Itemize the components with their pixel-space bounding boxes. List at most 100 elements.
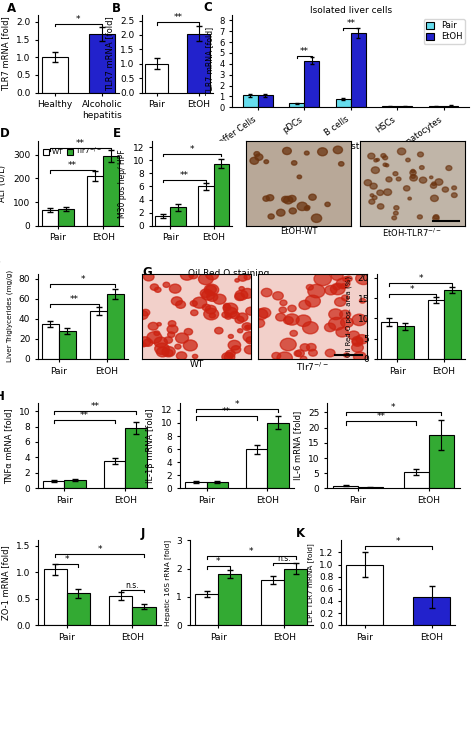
Circle shape xyxy=(207,293,218,301)
Circle shape xyxy=(435,179,443,185)
Circle shape xyxy=(279,307,286,313)
Circle shape xyxy=(172,297,182,306)
Circle shape xyxy=(176,352,187,360)
Bar xyxy=(64,480,86,488)
Circle shape xyxy=(383,189,392,195)
Bar xyxy=(429,435,454,488)
Circle shape xyxy=(165,350,173,356)
Bar xyxy=(42,57,68,92)
Y-axis label: TLR7 mRNA [fold]: TLR7 mRNA [fold] xyxy=(1,16,10,91)
Bar xyxy=(171,207,185,226)
Circle shape xyxy=(305,206,310,209)
Circle shape xyxy=(330,283,345,295)
Bar xyxy=(358,487,383,488)
Circle shape xyxy=(419,177,427,184)
Circle shape xyxy=(333,146,343,154)
Circle shape xyxy=(272,352,281,360)
Circle shape xyxy=(411,169,415,172)
Circle shape xyxy=(335,297,346,306)
Bar xyxy=(218,574,241,625)
Circle shape xyxy=(273,292,283,300)
Circle shape xyxy=(250,157,258,164)
Circle shape xyxy=(239,286,245,291)
Circle shape xyxy=(370,194,374,197)
Circle shape xyxy=(306,285,313,290)
Circle shape xyxy=(348,331,359,340)
Circle shape xyxy=(406,158,410,162)
Bar xyxy=(381,323,397,359)
Circle shape xyxy=(304,206,310,211)
Circle shape xyxy=(225,307,237,317)
Circle shape xyxy=(307,343,316,351)
Circle shape xyxy=(191,310,198,315)
Circle shape xyxy=(204,284,219,295)
Circle shape xyxy=(336,327,348,337)
Text: n.s.: n.s. xyxy=(277,554,291,563)
Circle shape xyxy=(305,295,320,307)
Circle shape xyxy=(377,204,384,209)
Circle shape xyxy=(156,347,169,357)
Bar xyxy=(87,176,103,226)
Circle shape xyxy=(237,329,243,333)
Circle shape xyxy=(385,164,389,166)
Circle shape xyxy=(340,310,351,319)
Circle shape xyxy=(290,331,297,336)
Circle shape xyxy=(213,295,226,304)
Circle shape xyxy=(372,195,377,200)
Circle shape xyxy=(451,193,457,198)
Circle shape xyxy=(410,175,418,181)
Legend: WT, Tlr7$^{-/-}$: WT, Tlr7$^{-/-}$ xyxy=(42,144,103,158)
X-axis label: WT: WT xyxy=(190,360,204,369)
Circle shape xyxy=(386,177,392,182)
Text: **: ** xyxy=(222,408,231,417)
Circle shape xyxy=(266,195,274,201)
Circle shape xyxy=(276,209,285,216)
Circle shape xyxy=(376,158,379,161)
Circle shape xyxy=(244,275,250,280)
Circle shape xyxy=(352,338,363,346)
Circle shape xyxy=(235,293,245,300)
Bar xyxy=(58,209,74,226)
Bar xyxy=(243,95,258,107)
Circle shape xyxy=(268,214,274,219)
Circle shape xyxy=(292,161,297,165)
Circle shape xyxy=(184,329,192,335)
Bar xyxy=(125,428,146,488)
Circle shape xyxy=(294,351,301,357)
Circle shape xyxy=(154,337,167,348)
Y-axis label: TLR7 mRNA [fold]: TLR7 mRNA [fold] xyxy=(106,16,115,91)
Circle shape xyxy=(309,349,317,356)
Circle shape xyxy=(280,338,296,351)
Circle shape xyxy=(419,166,424,169)
Text: *: * xyxy=(216,557,220,566)
Circle shape xyxy=(144,339,153,346)
Circle shape xyxy=(446,166,452,170)
Bar xyxy=(413,596,450,625)
Circle shape xyxy=(228,334,233,338)
Circle shape xyxy=(137,311,148,320)
Y-axis label: Hepatic 16S rRNA [fold]: Hepatic 16S rRNA [fold] xyxy=(164,539,171,626)
Circle shape xyxy=(383,163,387,167)
Circle shape xyxy=(369,199,375,204)
Circle shape xyxy=(418,152,423,157)
Circle shape xyxy=(264,160,269,164)
Circle shape xyxy=(411,175,415,178)
Text: K: K xyxy=(296,527,305,539)
Y-axis label: M30 pos hep/ HPF: M30 pos hep/ HPF xyxy=(118,149,127,218)
Circle shape xyxy=(283,147,292,155)
Circle shape xyxy=(364,180,372,186)
Y-axis label: ZO-1 mRNA [fold]: ZO-1 mRNA [fold] xyxy=(1,545,10,620)
Text: H: H xyxy=(0,390,5,403)
Circle shape xyxy=(261,289,272,297)
Bar xyxy=(146,64,168,92)
Text: C: C xyxy=(204,1,212,14)
Circle shape xyxy=(258,308,271,317)
Circle shape xyxy=(246,307,256,315)
Circle shape xyxy=(246,337,255,344)
Circle shape xyxy=(308,284,325,297)
Bar xyxy=(107,294,124,359)
Text: *: * xyxy=(396,537,401,546)
Circle shape xyxy=(148,323,158,330)
Circle shape xyxy=(333,284,340,290)
Bar xyxy=(304,61,319,107)
